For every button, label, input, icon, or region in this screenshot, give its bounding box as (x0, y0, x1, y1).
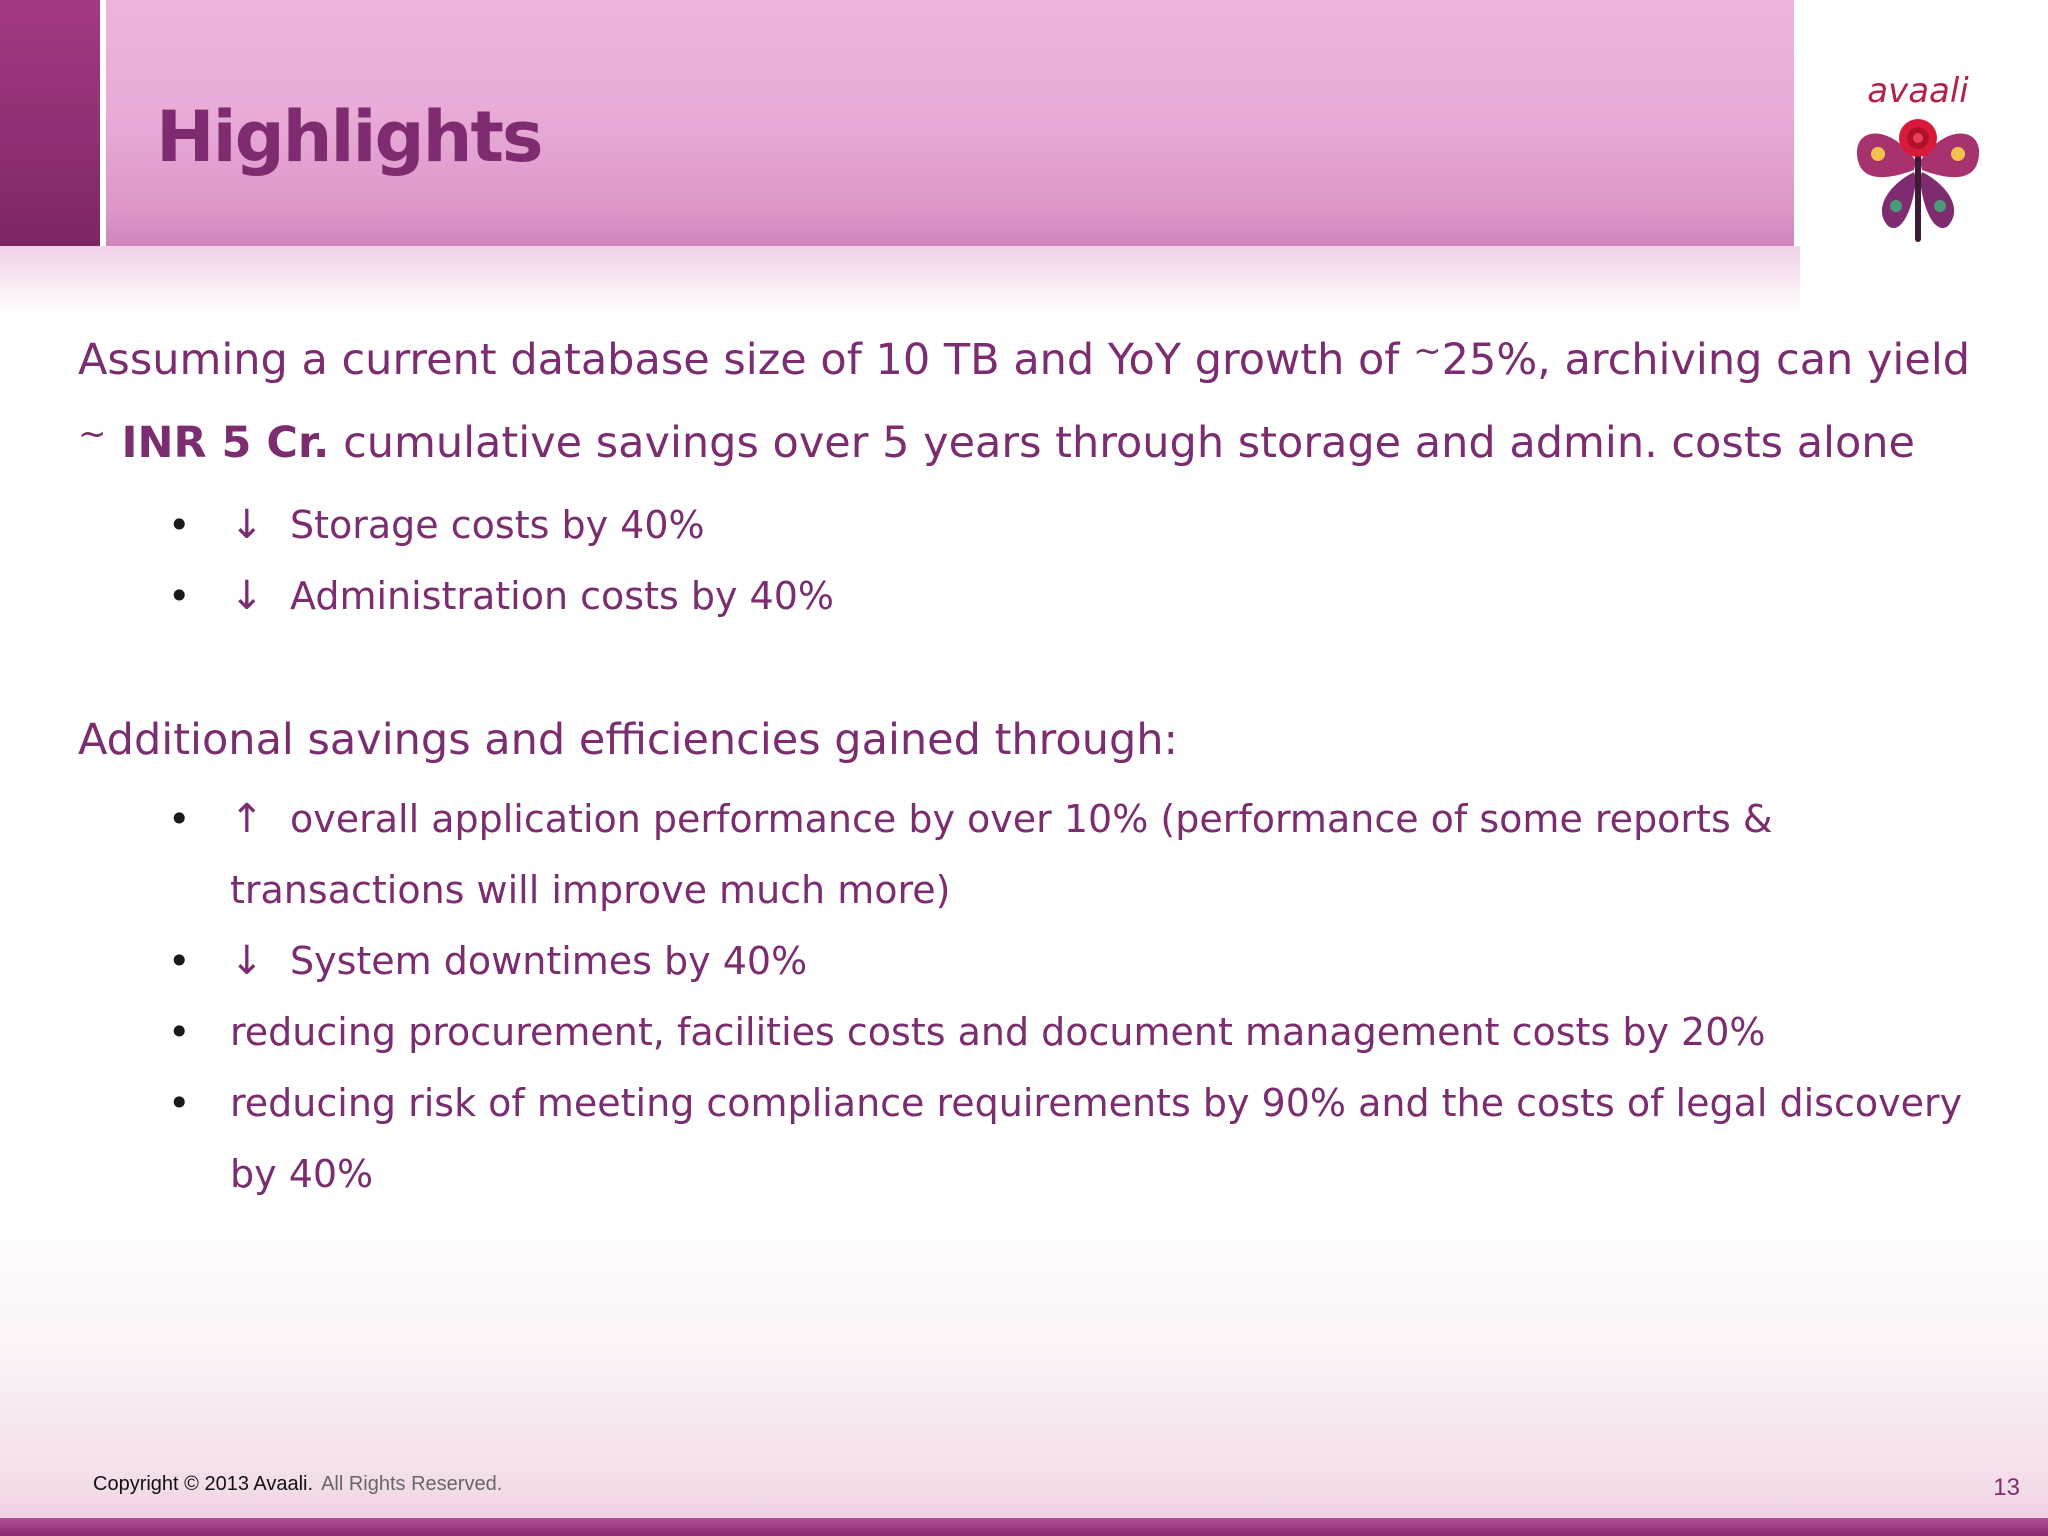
additional-heading: Additional savings and efficiencies gain… (78, 715, 1179, 765)
page-number: 13 (1993, 1474, 2020, 1501)
up-arrow-icon: ↑ (230, 796, 264, 842)
down-arrow-icon: ↓ (230, 573, 264, 619)
avaali-logo: avaali (1856, 71, 1980, 242)
logo-brand-text: avaali (1867, 71, 1969, 111)
cost-reduction-list: • ↓ Storage costs by 40% • ↓ Administration … (78, 490, 1978, 632)
butterfly-logo-icon (1856, 119, 1980, 242)
list-item: • ↓ System downtimes by 40% (78, 926, 1978, 997)
left-accent-bar (0, 0, 100, 246)
header-fade (0, 246, 1800, 316)
intro-paragraph: Assuming a current database size of 10 T… (78, 331, 1971, 468)
down-arrow-icon: ↓ (230, 502, 264, 548)
list-item: • ↓ Administration costs by 40% (78, 561, 1978, 632)
list-item: • ↓ Storage costs by 40% (78, 490, 1978, 561)
savings-amount: INR 5 Cr. (106, 418, 330, 468)
slide-body: Assuming a current database size of 10 T… (78, 320, 1978, 1210)
list-item: • reducing risk of meeting compliance req… (78, 1068, 1978, 1210)
additional-savings-list: • ↑ overall application performance by ove… (78, 784, 1978, 1210)
bottom-accent-bar (0, 1518, 2048, 1536)
down-arrow-icon: ↓ (230, 938, 264, 984)
bullet-icon: • (168, 797, 191, 841)
list-item: • reducing procurement, facilities costs … (78, 997, 1978, 1068)
list-item: • ↑ overall application performance by ove… (78, 784, 1978, 926)
bullet-icon: • (168, 574, 191, 618)
header-band (106, 0, 1794, 246)
bullet-icon: • (168, 939, 191, 983)
footer-copyright: Copyright © 2013 Avaali. All Rights Reser… (93, 1473, 503, 1495)
bullet-icon: • (168, 503, 191, 547)
slide-title: Highlights (156, 96, 544, 178)
bullet-icon: • (168, 1010, 191, 1054)
bullet-icon: • (168, 1081, 191, 1125)
